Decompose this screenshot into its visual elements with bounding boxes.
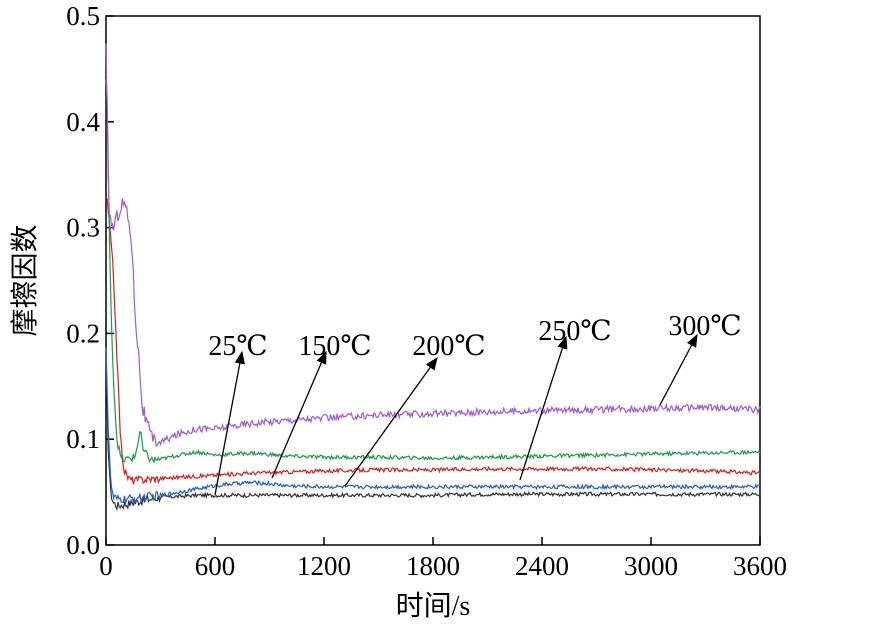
y-tick-label: 0.1 (66, 424, 100, 454)
annotation-label: 300℃ (668, 311, 741, 342)
x-tick-label: 0 (99, 551, 113, 581)
y-tick-label: 0.4 (66, 107, 100, 137)
series-line-2 (105, 196, 761, 485)
annotation-arrow (519, 335, 568, 481)
annotation-label: 200℃ (412, 331, 485, 362)
annotation-arrow (271, 350, 327, 479)
x-tick-label: 600 (195, 551, 236, 581)
x-tick-label: 3000 (624, 551, 678, 581)
annotation-arrow (344, 356, 438, 487)
y-tick-label: 0.5 (66, 1, 100, 31)
annotation-layer: 25℃ 150℃ 200℃ 250℃ 300℃ (208, 311, 742, 496)
series-line-3 (105, 78, 761, 464)
y-axis-title: 摩擦因数 (9, 224, 41, 336)
annotation-label: 25℃ (208, 331, 267, 362)
annotation-label: 250℃ (538, 316, 611, 347)
x-tick-label: 1200 (297, 551, 351, 581)
annotation-arrow (659, 333, 698, 406)
y-tick-label: 0.3 (66, 213, 100, 243)
series-line-0 (105, 351, 761, 511)
x-axis-ticks: 0 600 1200 1800 2400 3000 3600 (99, 537, 787, 581)
series-line-4 (105, 43, 761, 447)
x-tick-label: 3600 (733, 551, 787, 581)
y-axis-ticks: 0.0 0.1 0.2 0.3 0.4 0.5 (66, 1, 114, 560)
series-line-1 (105, 347, 761, 505)
y-tick-label: 0.0 (66, 530, 100, 560)
x-tick-label: 2400 (515, 551, 569, 581)
x-tick-label: 1800 (406, 551, 460, 581)
series-layer (105, 43, 761, 511)
annotation-label: 150℃ (298, 331, 371, 362)
plot-frame (105, 15, 761, 546)
y-tick-label: 0.2 (66, 318, 100, 348)
annotation-arrow (214, 350, 245, 496)
x-axis-title: 时间/s (396, 590, 471, 622)
